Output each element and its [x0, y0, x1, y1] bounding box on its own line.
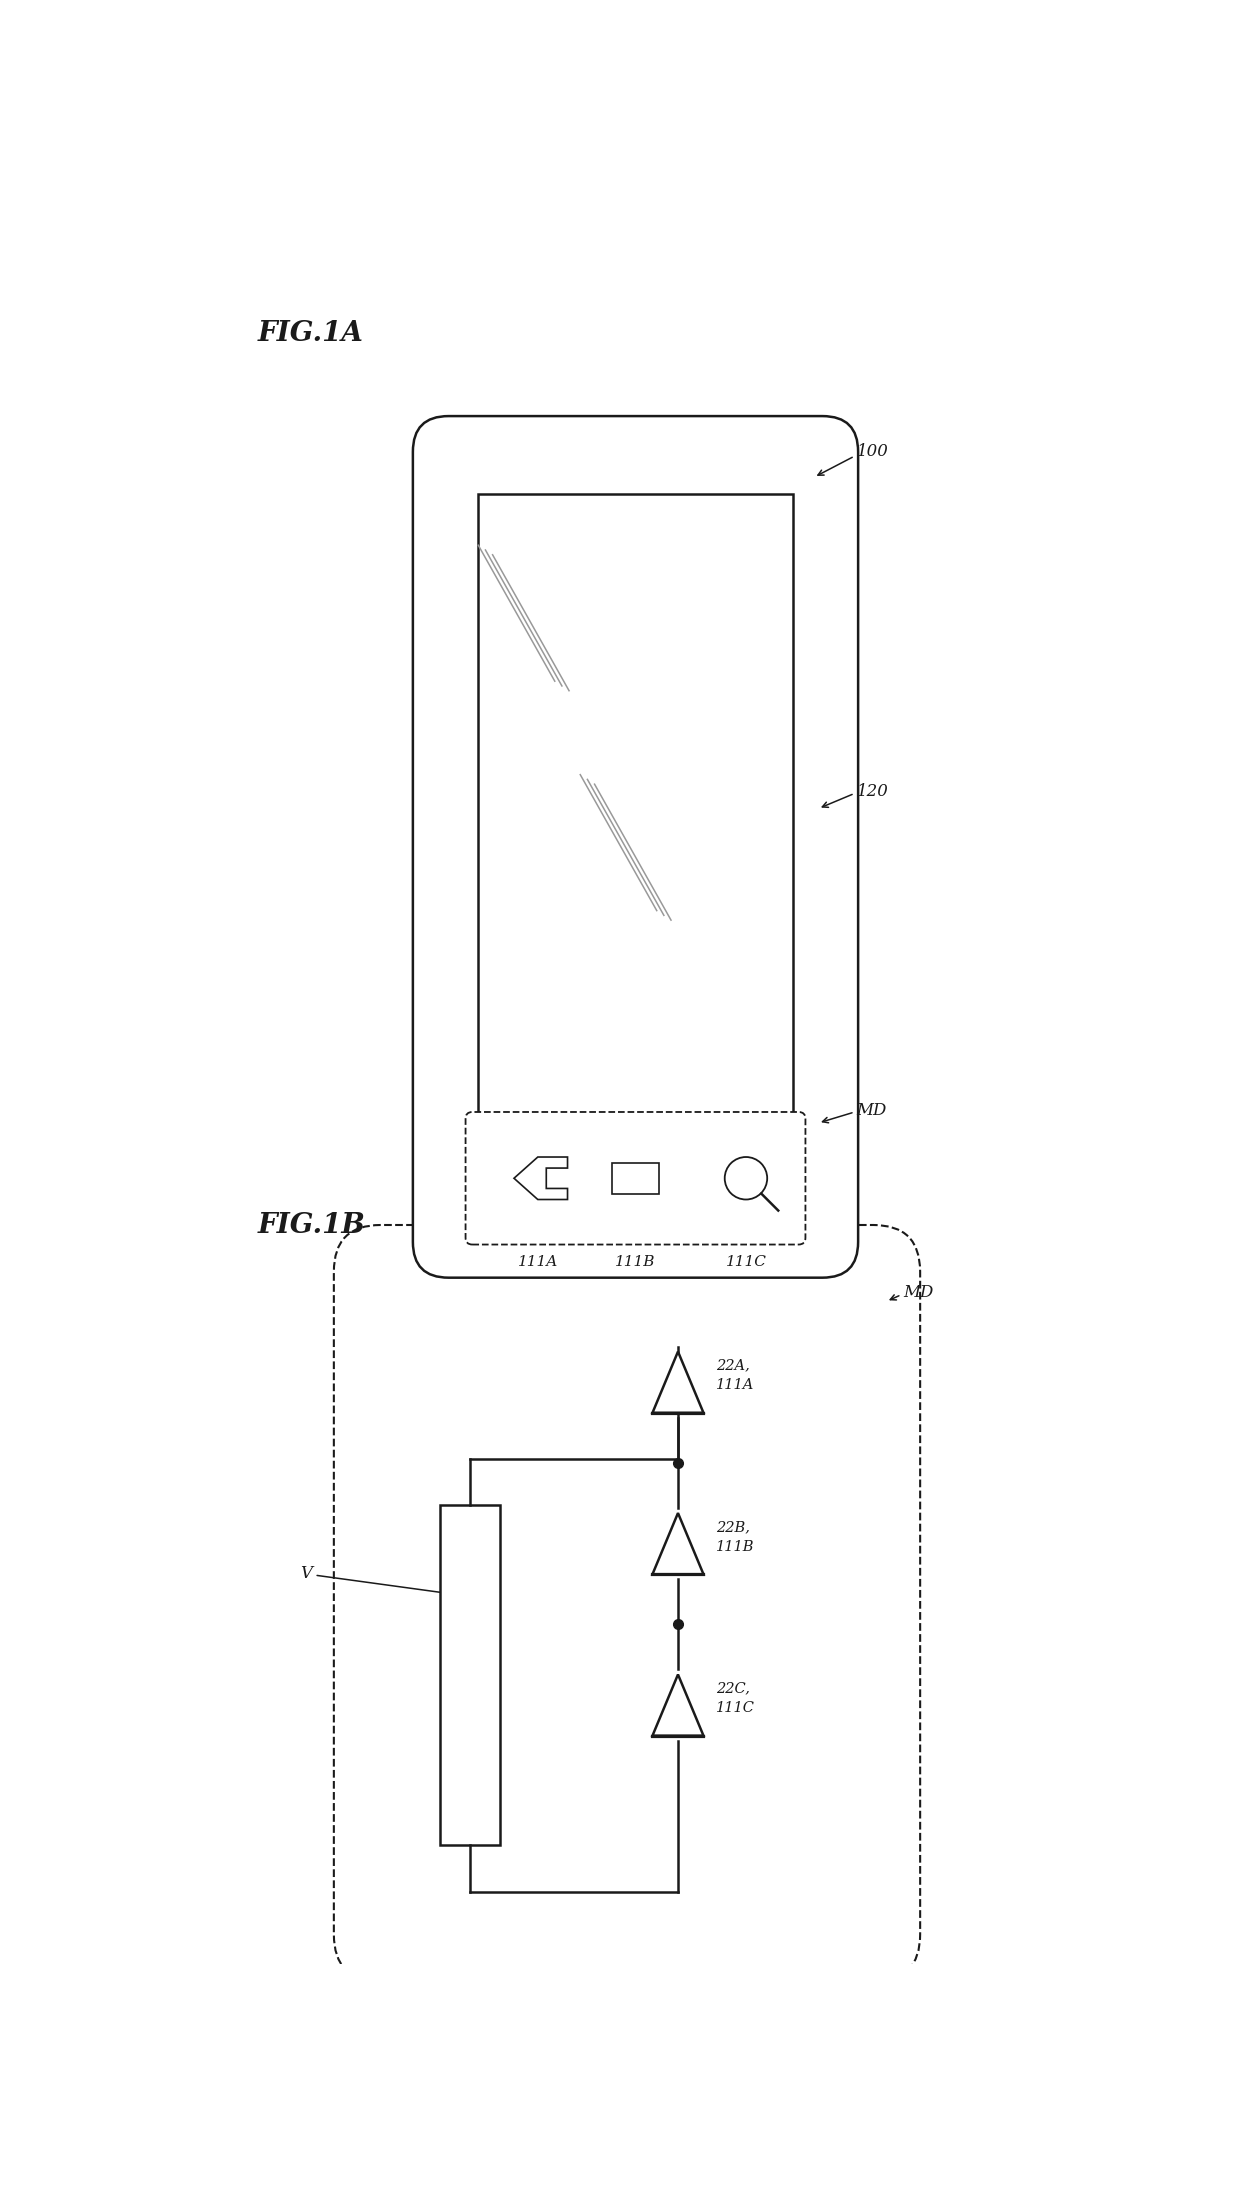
Text: 120: 120: [857, 783, 888, 801]
Bar: [479, 494, 792, 1115]
Polygon shape: [515, 1156, 568, 1198]
Circle shape: [724, 1156, 768, 1201]
FancyBboxPatch shape: [465, 1112, 806, 1245]
Text: 111C: 111C: [725, 1256, 766, 1269]
Text: 22C,
111C: 22C, 111C: [717, 1682, 755, 1715]
Text: 111A: 111A: [517, 1256, 558, 1269]
Polygon shape: [652, 1514, 703, 1574]
Polygon shape: [652, 1675, 703, 1735]
Polygon shape: [652, 1351, 703, 1412]
Bar: [611, 1163, 660, 1194]
FancyBboxPatch shape: [413, 417, 858, 1278]
Text: 22B,
111B: 22B, 111B: [717, 1521, 755, 1554]
Text: MD: MD: [903, 1284, 934, 1302]
Text: MD: MD: [857, 1101, 887, 1119]
Text: 22A,
111A: 22A, 111A: [717, 1360, 755, 1393]
Text: V: V: [300, 1565, 312, 1582]
Text: 100: 100: [857, 444, 888, 461]
Text: 111B: 111B: [615, 1256, 656, 1269]
FancyBboxPatch shape: [334, 1225, 920, 1982]
Text: FIG.1B: FIG.1B: [258, 1212, 366, 1240]
Bar: [440, 1505, 500, 1845]
Text: FIG.1A: FIG.1A: [258, 320, 363, 346]
